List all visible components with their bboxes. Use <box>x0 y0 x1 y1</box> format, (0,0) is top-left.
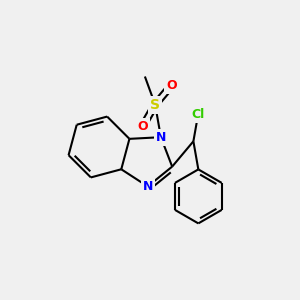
Text: N: N <box>156 131 166 144</box>
Text: Cl: Cl <box>191 108 205 121</box>
Text: S: S <box>150 98 160 112</box>
Text: O: O <box>137 120 148 133</box>
Text: N: N <box>142 180 153 193</box>
Text: O: O <box>166 79 177 92</box>
